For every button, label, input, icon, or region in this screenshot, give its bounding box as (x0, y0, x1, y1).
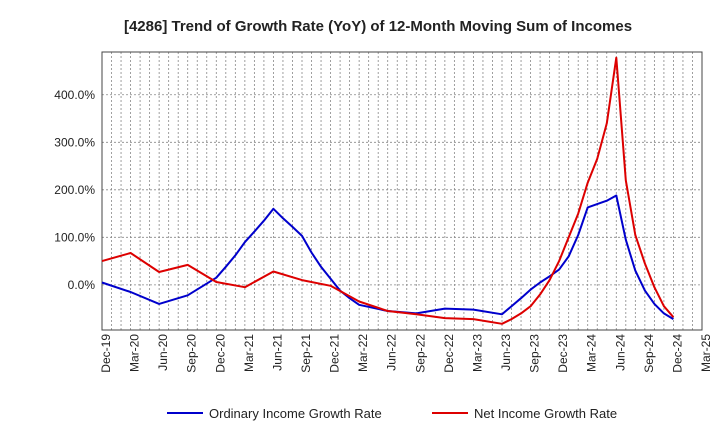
y-tick-label: 100.0% (54, 230, 95, 244)
x-tick-label: Sep-24 (642, 334, 656, 373)
plot-area: 0.0% 100.0% 200.0% 300.0% 400.0% Dec-19 Mar-20… (54, 51, 713, 373)
x-tick-label: Mar-22 (356, 334, 370, 372)
x-tick-label: Mar-23 (470, 334, 484, 372)
legend-label: Net Income Growth Rate (474, 406, 617, 421)
x-tick-label: Sep-22 (413, 334, 427, 373)
x-tick-label: Dec-21 (328, 334, 342, 373)
x-tick-label: Dec-22 (442, 334, 456, 373)
y-tick-label: 200.0% (54, 183, 95, 197)
x-tick-label: Sep-23 (528, 334, 542, 373)
plot-frame (101, 51, 703, 331)
series-line-net-income (101, 56, 675, 325)
x-tick-label: Jun-22 (385, 334, 399, 371)
x-tick-label: Mar-21 (242, 334, 256, 372)
x-tick-label: Dec-24 (670, 334, 684, 373)
x-tick-label: Jun-23 (499, 334, 513, 371)
legend: Ordinary Income Growth Rate Net Income Gr… (167, 406, 617, 421)
y-tick-label: 0.0% (68, 278, 96, 292)
y-tick-label: 300.0% (54, 135, 95, 149)
x-tick-label: Dec-23 (556, 334, 570, 373)
x-tick-label: Jun-21 (270, 334, 284, 371)
x-tick-label: Jun-20 (156, 334, 170, 371)
x-tick-label: Mar-24 (585, 334, 599, 372)
x-tick-label: Dec-19 (99, 334, 113, 373)
legend-label: Ordinary Income Growth Rate (209, 406, 382, 421)
x-tick-label: Mar-25 (699, 334, 713, 372)
x-tick-label: Mar-20 (128, 334, 142, 372)
x-tick-label: Jun-24 (613, 334, 627, 371)
chart-title: [4286] Trend of Growth Rate (YoY) of 12-… (124, 18, 632, 35)
x-tick-label: Dec-20 (213, 334, 227, 373)
x-tick-label: Sep-21 (299, 334, 313, 373)
y-tick-label: 400.0% (54, 88, 95, 102)
x-tick-label: Sep-20 (185, 334, 199, 373)
